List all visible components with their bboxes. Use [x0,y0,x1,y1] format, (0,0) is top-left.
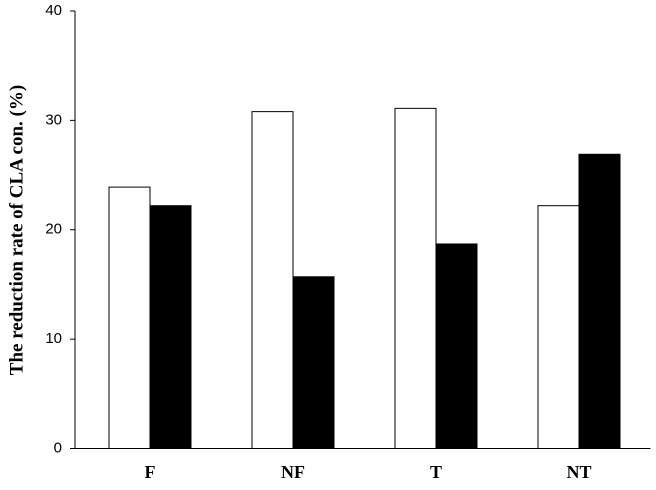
bar [292,276,335,449]
bar [149,205,192,449]
bar [435,243,478,449]
y-tick-label: 40 [45,2,62,19]
y-tick-label: 30 [45,111,62,128]
y-tick-label: 10 [45,330,62,347]
y-tick-label: 0 [54,439,62,456]
y-tick-label: 20 [45,221,62,238]
bar [537,205,580,449]
bar [394,107,437,449]
y-axis-label: The reduction rate of CLA con. (%) [6,85,27,375]
x-tick-label: T [430,462,442,482]
bar [578,153,621,449]
bar [108,186,151,449]
x-tick-label: NT [566,462,591,482]
x-tick-label: NF [281,462,305,482]
x-tick-label: F [145,462,156,482]
bar [251,111,294,449]
